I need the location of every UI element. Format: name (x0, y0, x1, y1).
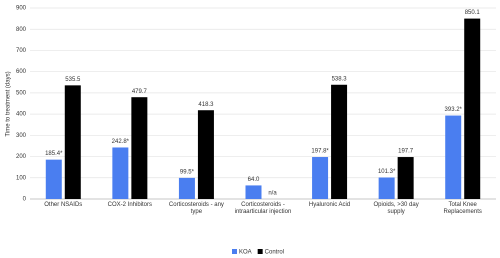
y-tick-label: 800 (16, 27, 27, 33)
bar (312, 157, 329, 199)
x-tick-label: COX-2 Inhibitors (107, 202, 153, 208)
x-tick-label: Corticosteroids - intraarticular injecti… (234, 202, 292, 215)
legend-swatch (232, 249, 237, 254)
value-label: 535.5 (65, 77, 81, 83)
bar (131, 97, 148, 199)
value-label: 197.8* (311, 149, 329, 155)
legend-label: Control (265, 250, 284, 256)
bar (378, 177, 395, 199)
value-label: 242.8* (112, 139, 130, 145)
y-axis-label: Time to treatment (days) (6, 71, 12, 136)
bar (197, 110, 214, 199)
value-label: 418.3 (198, 102, 214, 108)
y-tick-label: 700 (16, 48, 27, 54)
x-tick-label: Other NSAIDs (44, 202, 83, 208)
x-tick-label: Total Knee Replacements (443, 202, 482, 215)
x-tick-label: Opioids, >30 day supply (373, 202, 419, 215)
y-tick-label: 600 (16, 69, 27, 75)
value-label: 850.1 (465, 10, 481, 16)
value-label: 538.3 (332, 76, 348, 82)
x-tick-label: Hyaluronic Acid (308, 202, 351, 208)
x-tick-label: Corticosteroids - any type (168, 202, 224, 215)
value-label: 479.7 (132, 89, 148, 95)
value-label: 393.2* (445, 107, 463, 113)
y-tick-label: 300 (16, 133, 27, 139)
y-tick-label: 200 (16, 154, 27, 160)
y-tick-label: 400 (16, 112, 27, 118)
bar (464, 18, 481, 199)
legend-label: KOA (239, 250, 252, 256)
bar (245, 185, 262, 199)
y-tick-label: 0 (23, 197, 27, 203)
y-tick-label: 500 (16, 90, 27, 96)
value-label: 197.7 (398, 149, 414, 155)
y-tick-label: 900 (16, 6, 27, 12)
value-label: 101.3* (378, 169, 396, 175)
bar (178, 177, 195, 199)
value-label: 185.4* (45, 151, 63, 157)
bar (64, 85, 81, 199)
bar (45, 159, 62, 199)
value-label: n/a (268, 191, 277, 197)
bar (331, 84, 348, 199)
legend-swatch (257, 249, 263, 254)
value-label: 64.0 (248, 177, 260, 183)
bar (112, 147, 129, 199)
bar (445, 115, 462, 199)
bar (397, 157, 414, 199)
value-label: 99.5* (180, 169, 195, 175)
y-tick-label: 100 (16, 175, 27, 181)
